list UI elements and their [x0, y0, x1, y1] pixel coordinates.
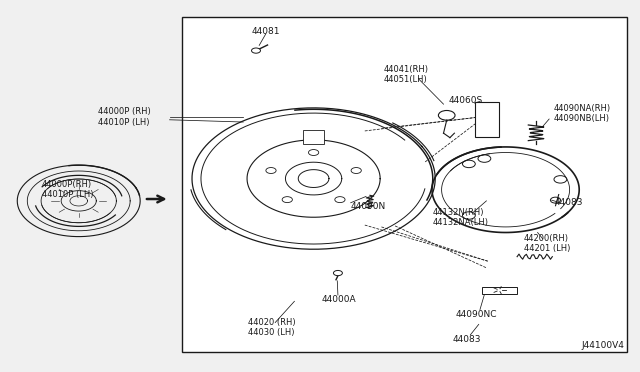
Bar: [482, 287, 517, 294]
Text: 44060S: 44060S: [449, 96, 483, 105]
Text: 44041(RH)
44051(LH): 44041(RH) 44051(LH): [384, 65, 429, 84]
Bar: [475, 102, 499, 137]
Text: 44000A: 44000A: [322, 295, 356, 304]
Text: 44083: 44083: [554, 198, 582, 207]
Text: 44000P (RH)
44010P (LH): 44000P (RH) 44010P (LH): [99, 108, 151, 127]
Circle shape: [333, 270, 342, 276]
Text: 44200(RH)
44201 (LH): 44200(RH) 44201 (LH): [524, 234, 570, 253]
Text: 44081: 44081: [252, 27, 280, 36]
Text: J44100V4: J44100V4: [581, 341, 624, 350]
Text: 44090N: 44090N: [351, 202, 386, 211]
Bar: [182, 17, 627, 352]
Circle shape: [252, 48, 260, 53]
Bar: [303, 130, 324, 144]
Text: 44020 (RH)
44030 (LH): 44020 (RH) 44030 (LH): [248, 318, 296, 337]
Text: 44090NC: 44090NC: [456, 310, 497, 319]
Text: 44090NA(RH)
44090NB(LH): 44090NA(RH) 44090NB(LH): [554, 104, 611, 123]
Text: 44132N(RH)
44132NA(LH): 44132N(RH) 44132NA(LH): [433, 208, 489, 227]
Text: 44083: 44083: [453, 335, 481, 344]
Text: 44000P(RH)
44010P (LH): 44000P(RH) 44010P (LH): [42, 180, 93, 199]
